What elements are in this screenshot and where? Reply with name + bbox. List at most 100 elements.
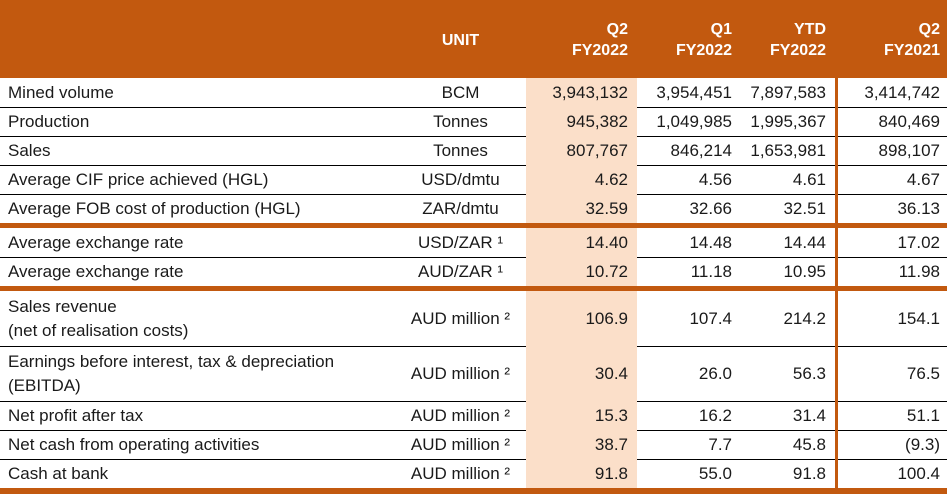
row-unit: ZAR/dmtu <box>395 194 526 223</box>
value-q2-fy2021: 11.98 <box>838 257 947 286</box>
header-q2-fy2021: Q2 FY2021 <box>883 21 940 59</box>
table-row-mined-volume: Mined volume BCM 3,943,132 3,954,451 7,8… <box>0 78 947 107</box>
column-divider <box>835 194 838 223</box>
column-divider <box>835 228 838 257</box>
table-bottom-rule <box>0 488 947 494</box>
value-ytd-fy2022: 45.8 <box>741 430 835 459</box>
value-q2-fy2021: 898,107 <box>838 136 947 165</box>
column-divider <box>835 401 838 430</box>
value-q2-fy2022: 30.4 <box>526 346 637 401</box>
row-label: Production <box>0 107 395 136</box>
header-q2-fy2022: Q2 FY2022 <box>571 21 628 59</box>
value-q2-fy2022: 10.72 <box>526 257 637 286</box>
value-ytd-fy2022: 32.51 <box>741 194 835 223</box>
value-q2-fy2022: 14.40 <box>526 228 637 257</box>
value-q2-fy2021: 100.4 <box>838 459 947 488</box>
table-row-ebitda: Earnings before interest, tax & deprecia… <box>0 346 947 401</box>
row-unit: AUD million ² <box>395 346 526 401</box>
column-divider <box>835 136 838 165</box>
value-q2-fy2022: 38.7 <box>526 430 637 459</box>
column-divider <box>835 107 838 136</box>
value-q2-fy2021: 3,414,742 <box>864 82 940 102</box>
value-q2-fy2022: 106.9 <box>526 291 637 346</box>
row-label: Sales revenue (net of realisation costs) <box>8 296 189 340</box>
value-q1-fy2022: 4.56 <box>637 165 741 194</box>
table-row-cash-at-bank: Cash at bank AUD million ² 91.8 55.0 91.… <box>0 459 947 488</box>
row-unit: BCM <box>441 82 480 102</box>
column-divider <box>835 165 838 194</box>
table-row-cif-price: Average CIF price achieved (HGL) USD/dmt… <box>0 165 947 194</box>
value-q1-fy2022: 32.66 <box>637 194 741 223</box>
value-q1-fy2022: 846,214 <box>637 136 741 165</box>
column-divider <box>835 346 838 401</box>
header-ytd-fy2022: YTD FY2022 <box>769 21 826 59</box>
value-q2-fy2022: 32.59 <box>526 194 637 223</box>
value-q1-fy2022: 14.48 <box>689 232 732 252</box>
table-row-production: Production Tonnes 945,382 1,049,985 1,99… <box>0 107 947 136</box>
value-ytd-fy2022: 56.3 <box>741 346 835 401</box>
table-row-aud-zar: Average exchange rate AUD/ZAR ¹ 10.72 11… <box>0 257 947 286</box>
row-unit: AUD million ² <box>410 308 511 328</box>
row-unit: AUD million ² <box>395 459 526 488</box>
row-label: Earnings before interest, tax & deprecia… <box>0 346 395 401</box>
value-ytd-fy2022: 4.61 <box>741 165 835 194</box>
value-q2-fy2022: 4.62 <box>526 165 637 194</box>
value-q2-fy2022: 15.3 <box>526 401 637 430</box>
value-q2-fy2022: 91.8 <box>526 459 637 488</box>
row-label: Net profit after tax <box>0 401 395 430</box>
row-unit: AUD million ² <box>395 401 526 430</box>
value-q1-fy2022: 55.0 <box>637 459 741 488</box>
value-q2-fy2021: 840,469 <box>838 107 947 136</box>
header-unit: UNIT <box>441 31 480 49</box>
column-divider <box>835 430 838 459</box>
table-row-usd-zar: Average exchange rate USD/ZAR ¹ 14.40 14… <box>0 228 947 257</box>
value-q2-fy2021: 17.02 <box>897 232 940 252</box>
value-q1-fy2022: 26.0 <box>637 346 741 401</box>
value-q1-fy2022: 1,049,985 <box>637 107 741 136</box>
value-q1-fy2022: 107.4 <box>689 308 732 328</box>
table-row-sales-revenue: Sales revenue (net of realisation costs)… <box>0 291 947 346</box>
value-ytd-fy2022: 1,995,367 <box>741 107 835 136</box>
row-label: Cash at bank <box>0 459 395 488</box>
value-ytd-fy2022: 214.2 <box>783 308 826 328</box>
value-q1-fy2022: 3,954,451 <box>656 82 732 102</box>
column-divider <box>835 78 838 107</box>
row-unit: USD/dmtu <box>395 165 526 194</box>
value-ytd-fy2022: 91.8 <box>741 459 835 488</box>
row-unit: AUD/ZAR ¹ <box>395 257 526 286</box>
value-q2-fy2022: 807,767 <box>526 136 637 165</box>
row-label: Average CIF price achieved (HGL) <box>0 165 395 194</box>
header-q1-fy2022: Q1 FY2022 <box>675 21 732 59</box>
table-row-net-profit: Net profit after tax AUD million ² 15.3 … <box>0 401 947 430</box>
table-row-net-cash: Net cash from operating activities AUD m… <box>0 430 947 459</box>
value-q1-fy2022: 11.18 <box>637 257 741 286</box>
value-q2-fy2021: 76.5 <box>838 346 947 401</box>
table-row-sales: Sales Tonnes 807,767 846,214 1,653,981 8… <box>0 136 947 165</box>
value-q2-fy2021: 154.1 <box>897 308 940 328</box>
table-row-fob-cost: Average FOB cost of production (HGL) ZAR… <box>0 194 947 223</box>
value-ytd-fy2022: 1,653,981 <box>741 136 835 165</box>
row-label: Mined volume <box>8 82 114 102</box>
column-divider <box>835 257 838 286</box>
value-q2-fy2021: 51.1 <box>838 401 947 430</box>
column-divider <box>835 291 838 346</box>
value-q2-fy2022: 3,943,132 <box>526 78 637 107</box>
row-unit: Tonnes <box>395 136 526 165</box>
value-q2-fy2021: (9.3) <box>838 430 947 459</box>
value-q2-fy2021: 36.13 <box>838 194 947 223</box>
section-separator <box>0 286 947 291</box>
value-q1-fy2022: 16.2 <box>637 401 741 430</box>
value-q2-fy2022: 945,382 <box>526 107 637 136</box>
value-ytd-fy2022: 7,897,583 <box>750 82 826 102</box>
row-unit: AUD million ² <box>395 430 526 459</box>
value-ytd-fy2022: 31.4 <box>741 401 835 430</box>
column-divider <box>835 459 838 488</box>
value-ytd-fy2022: 10.95 <box>741 257 835 286</box>
header-spacer <box>0 0 395 78</box>
row-unit: Tonnes <box>395 107 526 136</box>
section-separator <box>0 223 947 228</box>
row-label: Average FOB cost of production (HGL) <box>0 194 395 223</box>
row-label: Average exchange rate <box>8 232 184 252</box>
value-ytd-fy2022: 14.44 <box>783 232 826 252</box>
